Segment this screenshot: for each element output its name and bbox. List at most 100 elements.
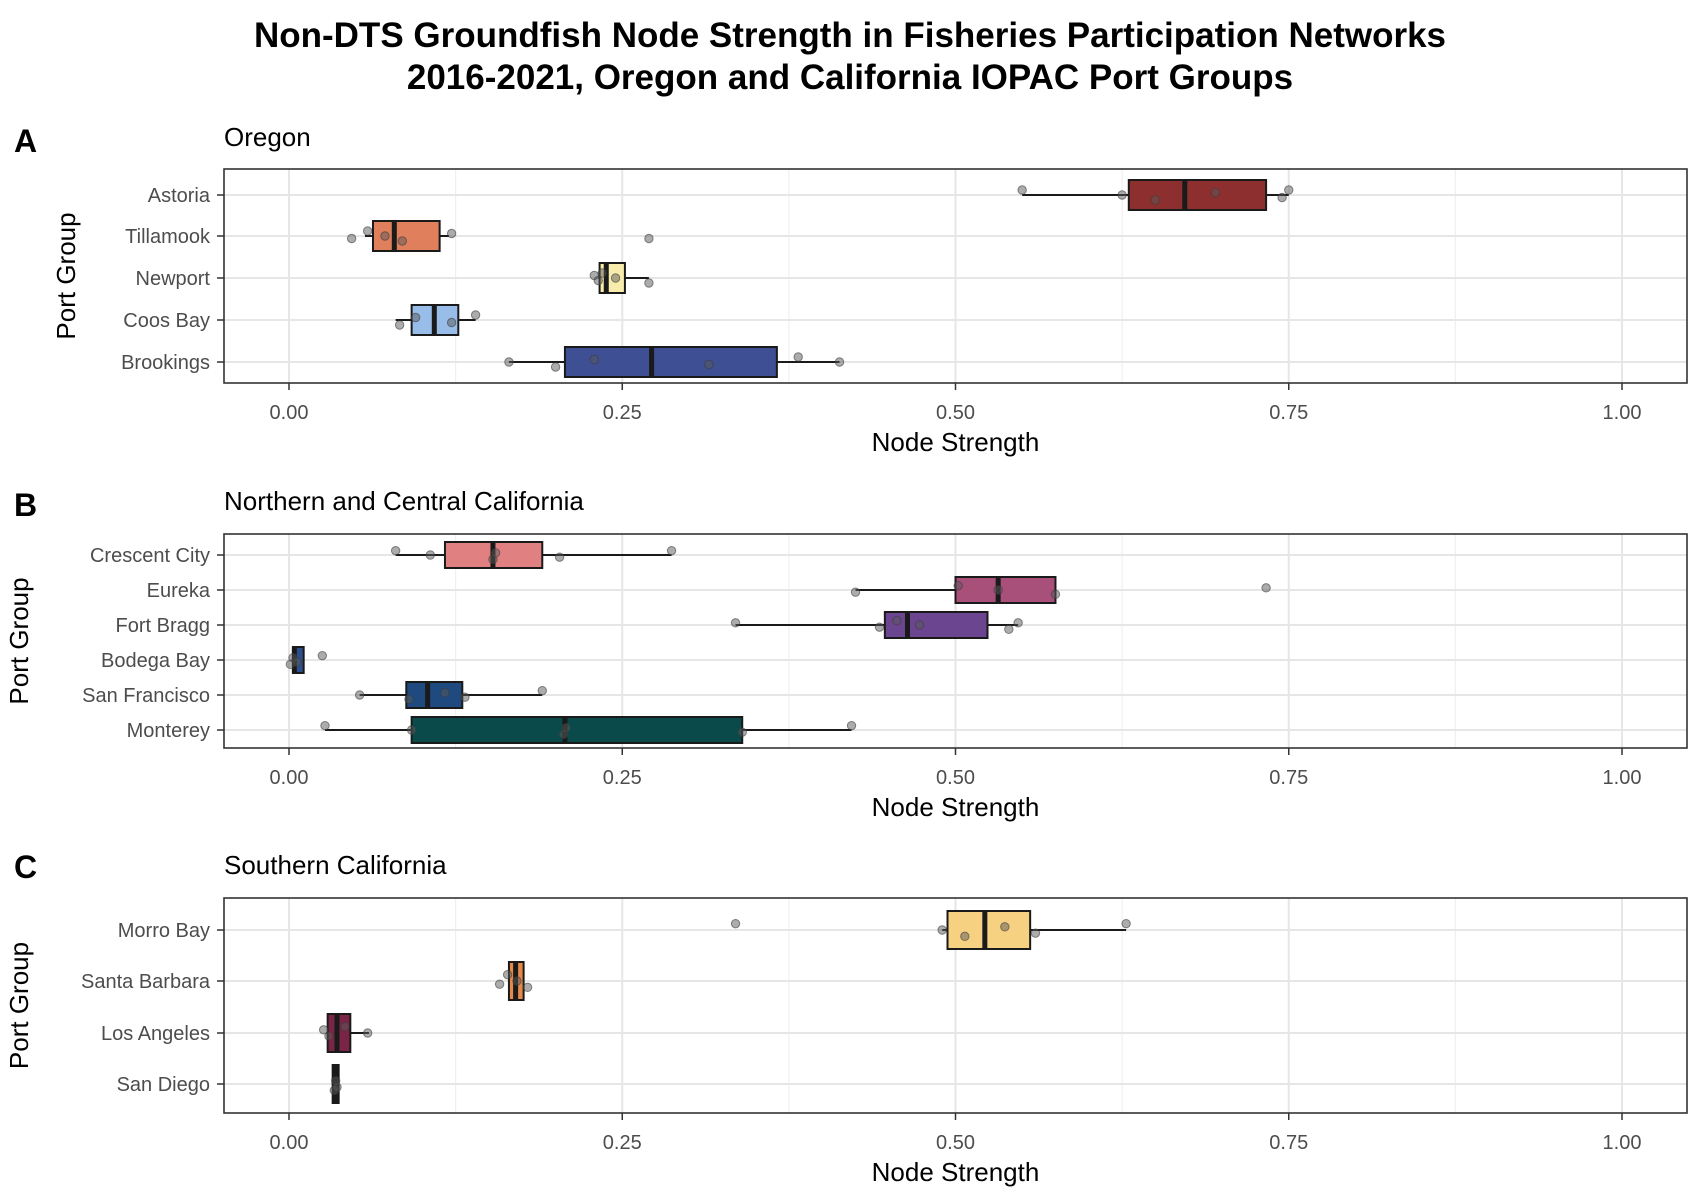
data-point xyxy=(993,585,1003,595)
data-point xyxy=(589,354,599,365)
x-tick-label: 0.50 xyxy=(936,402,975,424)
data-point xyxy=(390,545,401,556)
x-tick-label: 0.75 xyxy=(1269,1132,1308,1154)
data-point xyxy=(346,233,357,244)
data-point xyxy=(1013,618,1023,628)
data-point xyxy=(522,982,533,993)
data-point xyxy=(874,622,885,632)
box-santa-barbara xyxy=(494,961,533,1001)
y-tick-label: Bodega Bay xyxy=(101,650,210,672)
data-point xyxy=(362,226,373,236)
box-tillamook xyxy=(346,220,654,252)
data-point xyxy=(406,725,417,735)
y-tick-label: Astoria xyxy=(148,185,211,207)
panel-subtitle: Oregon xyxy=(224,122,311,152)
data-point xyxy=(960,931,970,942)
x-tick-label: 0.75 xyxy=(1269,402,1308,424)
y-tick-label: San Francisco xyxy=(82,685,210,707)
box-brookings xyxy=(504,346,845,378)
data-point xyxy=(470,310,481,320)
y-tick-label: Coos Bay xyxy=(123,310,210,332)
box-iqr xyxy=(883,611,989,639)
panel-letter: C xyxy=(14,849,37,885)
box-san-diego xyxy=(329,1064,342,1104)
data-point xyxy=(666,545,677,556)
data-point xyxy=(644,278,654,288)
chart-title-line-1: Non-DTS Groundfish Node Strength in Fish… xyxy=(254,16,1446,55)
data-point xyxy=(1050,589,1061,600)
data-point xyxy=(446,228,457,239)
y-tick-label: Santa Barbara xyxy=(81,971,211,993)
box-iqr xyxy=(954,576,1057,604)
box-monterey xyxy=(320,716,857,744)
y-axis-title: Port Group xyxy=(51,212,81,339)
data-point xyxy=(834,357,845,367)
data-point xyxy=(494,979,505,989)
data-point xyxy=(937,925,947,935)
data-point xyxy=(292,657,302,667)
panel-subtitle: Southern California xyxy=(224,850,447,880)
y-tick-label: San Diego xyxy=(117,1074,210,1096)
box-iqr xyxy=(563,346,778,378)
data-point xyxy=(1284,185,1294,195)
data-point xyxy=(460,692,470,702)
panel-b: B Northern and Central California Crescent… xyxy=(4,486,1688,822)
data-point xyxy=(1150,195,1161,205)
data-point xyxy=(502,969,513,980)
data-point xyxy=(362,1028,373,1038)
y-axis-title: Port Group xyxy=(4,942,34,1069)
data-point xyxy=(953,580,963,591)
data-point xyxy=(404,694,414,705)
x-tick-label: 0.25 xyxy=(603,1132,642,1154)
data-point xyxy=(394,320,405,330)
data-point xyxy=(846,720,857,731)
data-point xyxy=(446,317,457,328)
x-axis-title: Node Strength xyxy=(872,427,1040,457)
x-tick-label: 0.50 xyxy=(936,767,975,789)
data-point xyxy=(1017,185,1027,195)
data-point xyxy=(410,312,421,323)
y-tick-label: Tillamook xyxy=(125,226,211,248)
data-point xyxy=(561,723,571,733)
data-point xyxy=(1261,583,1271,593)
x-tick-label: 0.25 xyxy=(603,767,642,789)
box-fort-bragg xyxy=(730,611,1023,639)
data-point xyxy=(490,548,501,558)
y-tick-label: Newport xyxy=(136,268,211,290)
x-tick-label: 1.00 xyxy=(1603,1132,1642,1154)
box-eureka xyxy=(850,576,1271,604)
data-point xyxy=(1277,192,1287,203)
box-newport xyxy=(589,262,654,294)
data-point xyxy=(1000,922,1010,932)
box-astoria xyxy=(1017,179,1294,211)
data-point xyxy=(324,1031,334,1041)
data-point xyxy=(730,918,741,929)
data-point xyxy=(597,268,607,278)
data-point xyxy=(730,618,741,628)
data-point xyxy=(512,976,522,986)
y-tick-label: Brookings xyxy=(121,352,210,374)
y-axis-title: Port Group xyxy=(4,577,34,704)
box-los-angeles xyxy=(318,1013,373,1053)
box-iqr xyxy=(405,681,464,709)
panel-subtitle: Northern and Central California xyxy=(224,486,584,516)
box-bodega-bay xyxy=(285,646,328,674)
data-point xyxy=(440,688,450,698)
chart-title-line-2: 2016-2021, Oregon and California IOPAC P… xyxy=(407,58,1293,97)
data-point xyxy=(317,650,328,661)
data-point xyxy=(737,727,747,737)
x-tick-label: 1.00 xyxy=(1603,402,1642,424)
data-point xyxy=(914,620,925,630)
y-tick-label: Los Angeles xyxy=(101,1023,210,1045)
data-point xyxy=(554,552,565,562)
data-point xyxy=(892,615,902,626)
box-crescent-city xyxy=(390,541,677,569)
data-point xyxy=(425,550,435,560)
data-point xyxy=(318,1025,329,1035)
data-point xyxy=(610,273,621,283)
box-iqr xyxy=(946,910,1032,950)
data-point xyxy=(537,685,547,696)
y-tick-label: Monterey xyxy=(127,720,210,742)
data-point xyxy=(644,233,654,244)
panel-c: C Southern California Morro Bay Santa Barba… xyxy=(4,849,1688,1187)
